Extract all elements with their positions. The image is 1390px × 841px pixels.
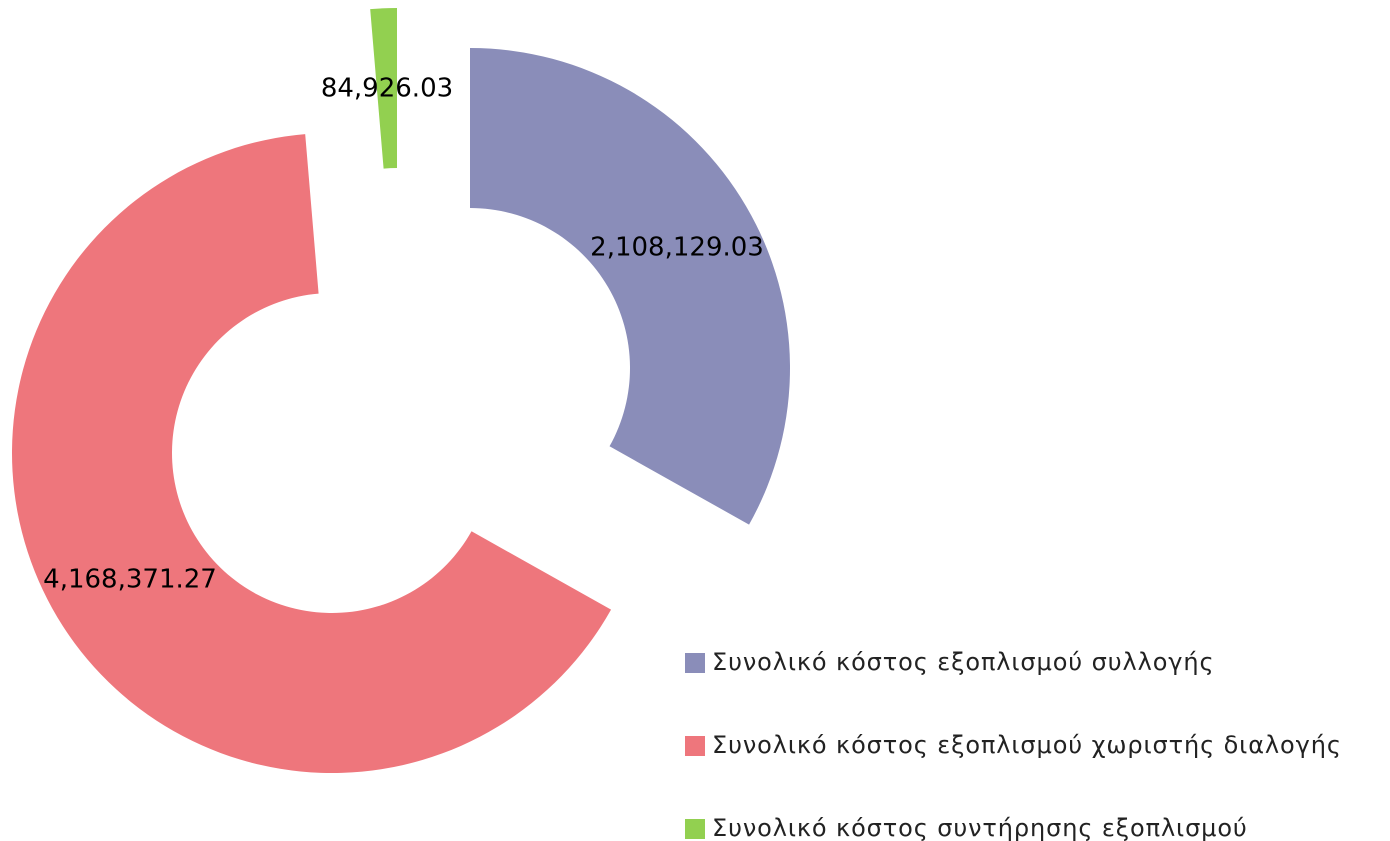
legend-swatch <box>685 736 705 756</box>
legend-label: Συνολικό κόστος εξοπλισμού χωριστής διαλ… <box>712 731 1342 759</box>
legend-label: Συνολικό κόστος εξοπλισμού συλλογής <box>712 648 1215 676</box>
data-label: 84,926.03 <box>321 74 453 104</box>
donut-slice <box>470 48 790 525</box>
donut-slice <box>11 134 612 773</box>
donut-slice <box>370 8 397 169</box>
data-label: 4,168,371.27 <box>43 565 217 595</box>
legend-label: Συνολικό κόστος συντήρησης εξοπλισμού <box>712 814 1248 841</box>
legend-swatch <box>685 819 705 839</box>
data-label: 2,108,129.03 <box>590 233 764 263</box>
legend-swatch <box>685 653 705 673</box>
